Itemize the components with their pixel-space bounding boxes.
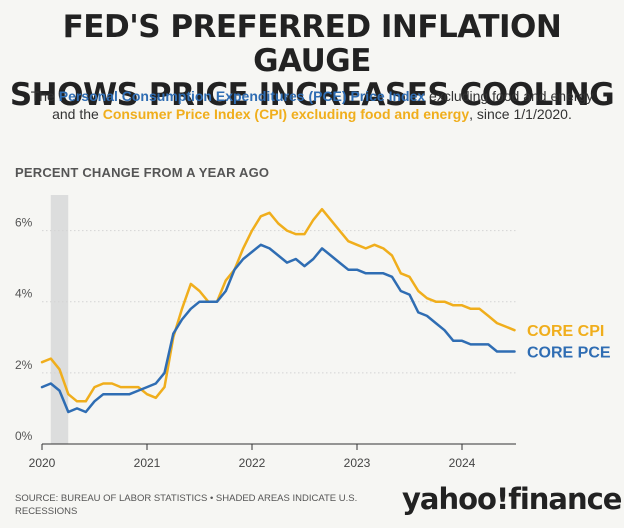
core-cpi-line	[40, 207, 516, 403]
source-note: SOURCE: BUREAU OF LABOR STATISTICS • SHA…	[15, 493, 358, 517]
y-axis-caption: PERCENT CHANGE FROM A YEAR AGO	[15, 165, 270, 180]
logo-word-finance: finance	[508, 482, 622, 516]
chart-title: FED'S PREFERRED INFLATION GAUGE SHOWS PR…	[0, 10, 624, 112]
y-tick-label: 2%	[15, 358, 33, 372]
logo-word-yahoo: yahoo	[402, 482, 497, 516]
x-tick-label: 2021	[134, 456, 161, 470]
core-pce-label: CORE PCE	[527, 345, 611, 362]
subtitle-text-3: , since 1/1/2020.	[469, 106, 572, 122]
x-tick-label: 2022	[239, 456, 266, 470]
subtitle-text-1: The	[30, 88, 59, 104]
y-tick-label: 0%	[15, 429, 33, 443]
y-tick-label: 6%	[15, 216, 33, 230]
subtitle-pce-name: Personal Consumption Expenditures (PCE) …	[58, 88, 426, 104]
line-chart: 0% 2% 4% 6% 2020 2021 2022 2023 2024 CORE CPI CORE…	[15, 195, 611, 470]
y-tick-label: 4%	[15, 287, 33, 301]
subtitle-cpi-name: Consumer Price Index (CPI) excluding foo…	[102, 106, 470, 122]
subtitle-text-2: excluding food and energy and the	[52, 88, 594, 122]
yahoo-finance-logo: yahoo!finance	[402, 482, 622, 522]
x-tick-label: 2023	[344, 456, 371, 470]
x-tick-label: 2020	[29, 456, 56, 470]
core-cpi-label: CORE CPI	[527, 323, 604, 340]
x-tick-label: 2024	[449, 456, 476, 470]
chart-subtitle: The Personal Consumption Expenditures (P…	[18, 87, 606, 123]
logo-bang: !	[495, 482, 509, 516]
core-pce-line	[40, 243, 516, 414]
chart-title-line-2: SHOWS PRICE INCREASES COOLING	[9, 77, 615, 113]
chart-title-line-1: FED'S PREFERRED INFLATION GAUGE	[62, 9, 562, 79]
